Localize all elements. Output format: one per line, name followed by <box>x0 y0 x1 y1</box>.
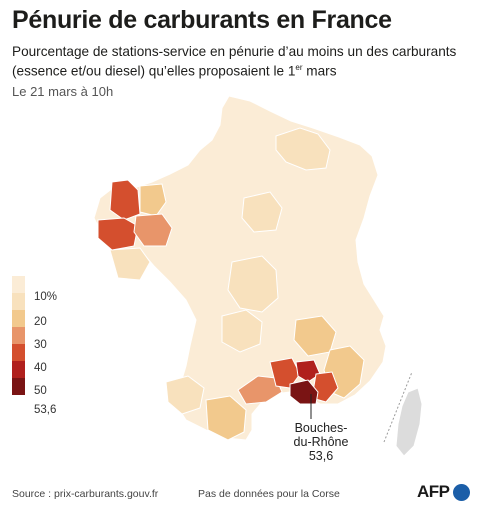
region-north-east <box>275 127 331 171</box>
legend-swatch-3 <box>12 327 25 344</box>
region-pyrenees <box>205 395 247 441</box>
region-ille-et-vilaine <box>109 179 141 221</box>
corsica <box>395 387 423 457</box>
legend-swatch-1 <box>12 293 25 310</box>
legend-label-20: 20 <box>34 316 47 328</box>
subtitle: Pourcentage de stations-service en pénur… <box>12 44 457 79</box>
region-south-west <box>165 375 205 415</box>
region-herault <box>237 375 283 405</box>
legend-label-50: 50 <box>34 385 47 397</box>
subtitle-superscript: er <box>295 63 303 72</box>
region-loire-atlantique <box>97 217 139 251</box>
region-gard <box>269 357 301 389</box>
corsica-divider <box>383 371 413 443</box>
legend-swatch-5 <box>12 361 25 378</box>
region-center-south <box>221 309 263 353</box>
no-data-note: Pas de données pour la Corse <box>198 488 340 500</box>
region-mayenne <box>139 183 167 217</box>
afp-logo: AFP <box>417 482 450 501</box>
legend-label-10: 10% <box>34 291 58 303</box>
region-center <box>227 255 279 313</box>
region-maine-et-loire <box>133 213 173 247</box>
page-title: Pénurie de carburants en France <box>12 6 392 34</box>
legend-swatch-4 <box>12 344 25 361</box>
legend-label-53: 53,6 <box>34 404 57 416</box>
legend-swatch-6 <box>12 378 25 395</box>
callout-label: Bouches-du-Rhône <box>293 421 349 449</box>
date-label: Le 21 mars à 10h <box>12 84 114 99</box>
callout-value: 53,6 <box>308 449 334 463</box>
region-vendee <box>109 247 151 281</box>
callout-bouches-du-rhone: Bouches-du-Rhône 53,6 <box>281 421 361 463</box>
legend-label-30: 30 <box>34 339 47 351</box>
source-text: Source : prix-carburants.gouv.fr <box>12 488 159 500</box>
region-east-center <box>241 191 283 233</box>
legend-swatch-0 <box>12 276 25 293</box>
region-vaucluse <box>295 359 321 383</box>
afp-logo-dot <box>453 484 470 501</box>
legend-swatch-2 <box>12 310 25 327</box>
legend-label-40: 40 <box>34 362 47 374</box>
